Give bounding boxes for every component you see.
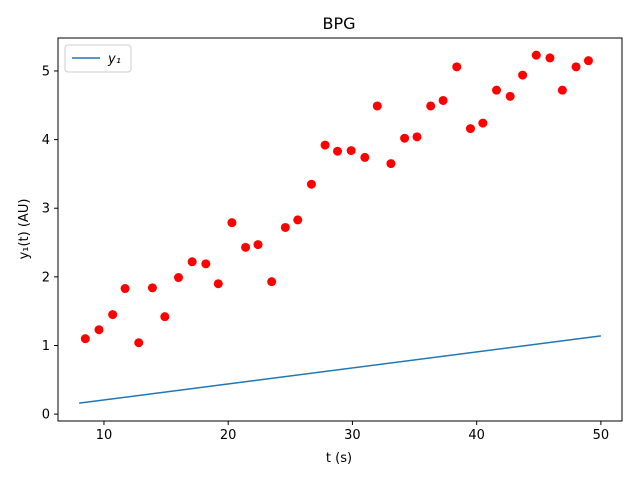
scatter-point xyxy=(213,279,223,289)
y-axis-title: y₁(t) (AU) xyxy=(17,199,32,260)
scatter-point xyxy=(545,53,555,63)
y-tick-label: 4 xyxy=(42,133,50,148)
scatter-point xyxy=(80,334,90,344)
scatter-point xyxy=(174,273,184,283)
scatter-point xyxy=(241,242,251,252)
y-tick-label: 2 xyxy=(42,270,50,285)
scatter-point xyxy=(518,70,528,80)
y-tick-label: 0 xyxy=(42,408,50,423)
y-tick-label: 3 xyxy=(42,202,50,217)
legend-label: y₁ xyxy=(107,52,121,67)
scatter-point xyxy=(160,312,170,322)
scatter-point xyxy=(187,257,197,267)
scatter-point xyxy=(492,85,502,95)
x-tick-label: 10 xyxy=(96,428,113,443)
axes-frame xyxy=(57,37,623,422)
scatter-point xyxy=(505,91,515,101)
scatter-point xyxy=(253,240,263,250)
scatter-point xyxy=(478,118,488,128)
y-axis: 0 1 2 3 4 5 xyxy=(42,64,58,423)
scatter-point xyxy=(293,215,303,225)
x-axis-title: t (s) xyxy=(326,451,352,466)
scatter-point xyxy=(94,325,104,335)
scatter-point xyxy=(465,124,475,134)
scatter-point xyxy=(320,140,330,150)
scatter-point xyxy=(557,85,567,95)
scatter-point xyxy=(201,259,211,269)
series-line-y1 xyxy=(79,335,601,404)
scatter-point xyxy=(452,62,462,72)
scatter-point xyxy=(531,50,541,60)
scatter-point xyxy=(306,179,316,189)
x-tick-label: 40 xyxy=(468,428,485,443)
scatter-point xyxy=(583,56,593,66)
y-tick-label: 5 xyxy=(42,64,50,79)
y-tick-label: 1 xyxy=(42,339,50,354)
scatter-point xyxy=(120,284,130,294)
scatter-point xyxy=(412,132,422,142)
scatter-point xyxy=(438,95,448,105)
scatter-point xyxy=(426,101,436,111)
scatter-point xyxy=(360,152,370,162)
scatter-point xyxy=(280,222,290,232)
chart-title: BPG xyxy=(322,14,355,33)
scatter-point xyxy=(134,338,144,348)
x-tick-label: 50 xyxy=(593,428,610,443)
scatter-point xyxy=(571,62,581,72)
legend: y₁ xyxy=(64,44,132,73)
x-axis: 10 20 30 40 50 xyxy=(96,421,609,443)
scatter-point xyxy=(400,133,410,143)
scatter-point xyxy=(333,146,343,156)
scatter-point xyxy=(346,146,356,156)
scatter-point xyxy=(386,159,396,169)
scatter-point xyxy=(227,218,237,228)
x-tick-label: 20 xyxy=(220,428,237,443)
scatter-point xyxy=(147,283,157,293)
x-tick-label: 30 xyxy=(344,428,361,443)
scatter-point xyxy=(108,310,118,320)
scatter-point xyxy=(372,101,382,111)
plot-area xyxy=(79,50,601,404)
scatter-point xyxy=(267,277,277,287)
